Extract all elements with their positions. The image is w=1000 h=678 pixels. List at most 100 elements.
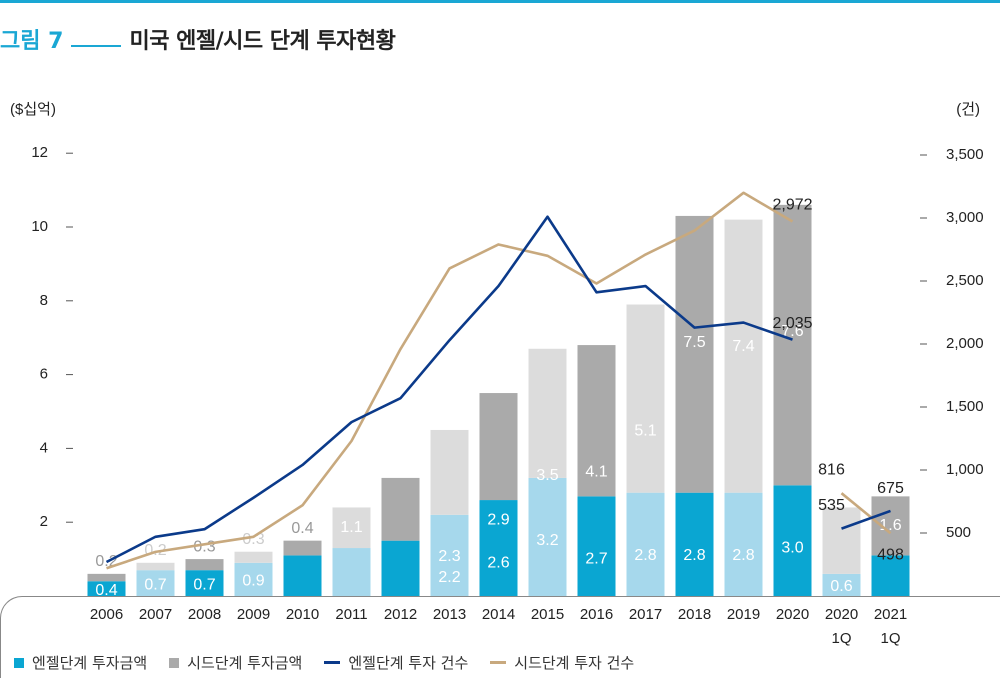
- x-tick-label: 2014: [482, 606, 515, 623]
- y-axis-right-label: (건): [956, 101, 980, 118]
- bar-angel-amount: [430, 514, 469, 596]
- bar-seed-amount: [234, 551, 273, 563]
- bar-angel-amount: [528, 477, 567, 596]
- x-tick-label: 2011: [335, 606, 367, 623]
- y-left-tick-label: 12: [31, 144, 48, 161]
- x-tick-label: 2007: [139, 606, 172, 623]
- bar-seed-amount: [675, 215, 714, 493]
- legend-label: 시드단계 투자 건수: [514, 654, 635, 672]
- figure-label: 그림 7: [0, 29, 64, 54]
- x-tick-label: 2017: [629, 606, 662, 623]
- line-point-label: 675: [877, 480, 904, 497]
- x-tick-label: 1Q: [831, 630, 851, 647]
- bar-angel-amount: [871, 555, 910, 596]
- y-right-tick-label: 1,000: [946, 461, 984, 478]
- line-point-label: 2,972: [772, 197, 812, 214]
- bar-angel-value-label: 2.8: [732, 547, 754, 564]
- y-left-tick-label: 10: [31, 218, 48, 235]
- x-tick-label: 2020: [825, 606, 858, 623]
- bar-angel-amount: [136, 570, 175, 596]
- x-tick-label: 2013: [433, 606, 466, 623]
- bar-angel-amount: [626, 492, 665, 596]
- line-angel-count: [841, 509, 891, 530]
- bar-angel-value-label: 2.8: [634, 547, 656, 564]
- bar-angel-amount: [822, 573, 861, 596]
- bar-angel-value-label: 0.4: [95, 582, 117, 599]
- y-right-tick-label: 3,500: [946, 146, 984, 163]
- bar-angel-amount: [675, 492, 714, 596]
- y-right-tick-label: 3,000: [946, 209, 984, 226]
- bar-angel-value-label: 0.7: [144, 576, 166, 593]
- x-tick-label: 2015: [531, 606, 564, 623]
- bar-seed-value-label: 0.3: [242, 531, 264, 548]
- x-tick-label: 2020: [776, 606, 809, 623]
- bar-seed-amount: [430, 429, 469, 515]
- bar-angel-value-label: 1.1: [879, 610, 901, 627]
- bar-angel-value-label: 1.5: [389, 595, 411, 612]
- bar-seed-amount: [332, 507, 371, 549]
- legend-label: 시드단계 투자금액: [187, 654, 303, 672]
- bar-angel-amount: [185, 570, 224, 596]
- bar-angel-value-label: 2.2: [438, 569, 460, 586]
- x-tick-label: 2019: [727, 606, 760, 623]
- x-tick-label: 2006: [90, 606, 123, 623]
- x-tick-label: 1Q: [880, 630, 900, 647]
- x-tick-label: 2010: [286, 606, 319, 623]
- bar-seed-value-label: 7.5: [683, 334, 705, 351]
- seed-count-swatch: [490, 661, 507, 664]
- x-tick-label: 2021: [874, 606, 907, 623]
- bar-angel-value-label: 3.2: [536, 532, 558, 549]
- legend-label: 엔젤단계 투자금액: [32, 654, 148, 672]
- bar-angel-value-label: 1.1: [291, 610, 313, 627]
- bar-seed-amount: [381, 477, 420, 541]
- bar-angel-amount: [283, 555, 322, 596]
- bar-seed-value-label: 0.4: [291, 520, 313, 537]
- bar-angel-amount: [577, 496, 616, 596]
- bar-seed-value-label: 4.1: [585, 463, 607, 480]
- y-right-tick-label: 2,000: [946, 335, 984, 352]
- y-left-tick-label: 8: [40, 292, 48, 309]
- line-angel-count: [105, 215, 793, 564]
- top-accent-rule: [0, 0, 1000, 3]
- angel-amount-swatch: [14, 657, 24, 668]
- bar-seed-amount: [773, 204, 812, 486]
- bar-seed-value-label: 7.6: [781, 323, 803, 340]
- bar-angel-amount: [234, 562, 273, 596]
- bar-angel-value-label: 2.7: [585, 551, 607, 568]
- line-seed-count: [106, 191, 794, 570]
- figure-title: 미국 엔젤/시드 단계 투자현황: [129, 29, 396, 54]
- seed-amount-swatch: [169, 657, 180, 668]
- bar-seed-amount: [577, 345, 616, 497]
- bar-seed-value-label: 5.1: [634, 423, 656, 440]
- y-left-tick-label: 6: [40, 366, 48, 383]
- line-seed-count: [840, 492, 892, 535]
- bar-seed-amount: [626, 304, 665, 493]
- angel-count-swatch: [324, 661, 341, 664]
- y-right-tick-label: 1,500: [946, 398, 984, 415]
- bar-seed-amount: [87, 573, 126, 582]
- bar-angel-amount: [332, 548, 371, 596]
- bar-angel-value-label: 2.6: [487, 554, 509, 571]
- legend-item-angel-amount: 엔젤단계 투자금액: [14, 652, 147, 673]
- bar-angel-value-label: 0.6: [830, 578, 852, 595]
- x-tick-label: 2009: [237, 606, 270, 623]
- bar-seed-amount: [479, 393, 518, 501]
- legend-item-seed-count: 시드단계 투자 건수: [490, 652, 634, 673]
- chart-bottom-frame: [0, 596, 1000, 678]
- figure-label-underline: [71, 45, 122, 47]
- line-point-label: 816: [818, 461, 845, 478]
- bar-angel-value-label: 0.7: [193, 576, 215, 593]
- y-left-tick-label: 4: [40, 439, 48, 456]
- bar-seed-value-label: 1.1: [340, 519, 362, 536]
- bar-seed-value-label: 2.3: [438, 548, 460, 565]
- bar-angel-value-label: 2.8: [683, 547, 705, 564]
- legend-item-seed-amount: 시드단계 투자금액: [169, 652, 302, 673]
- figure-header: 그림 7 미국 엔젤/시드 단계 투자현황: [0, 24, 396, 54]
- bar-seed-amount: [822, 507, 861, 574]
- bar-seed-amount: [724, 219, 763, 493]
- x-tick-label: 2018: [678, 606, 711, 623]
- x-tick-label: 2012: [384, 606, 417, 623]
- y-right-tick-label: 2,500: [946, 272, 984, 289]
- bar-seed-amount: [871, 496, 910, 556]
- y-right-tick-label: 500: [946, 524, 971, 541]
